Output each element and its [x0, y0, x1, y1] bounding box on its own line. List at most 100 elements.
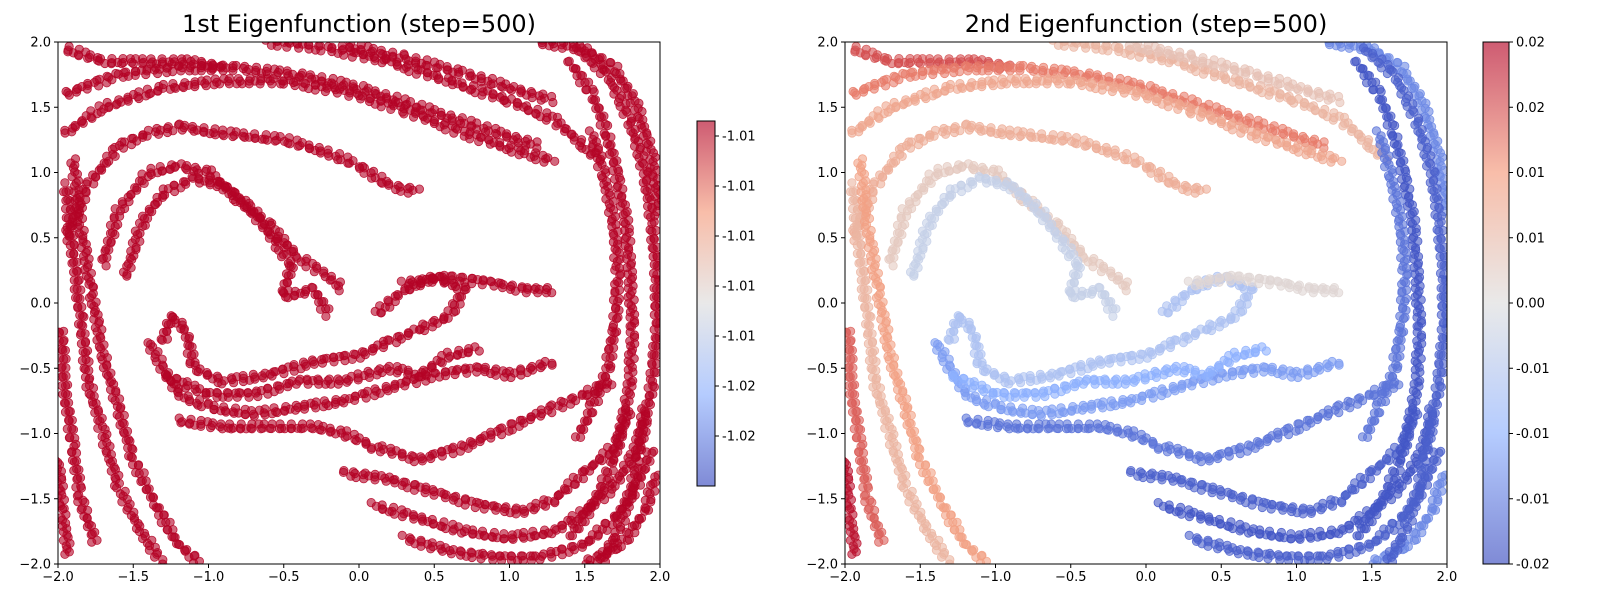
- scatter-point: [582, 408, 593, 418]
- scatter-point: [65, 240, 75, 250]
- scatter-point: [569, 545, 579, 555]
- scatter-point: [84, 356, 94, 367]
- scatter-point: [1112, 275, 1122, 285]
- scatter-point: [81, 271, 91, 281]
- scatter-point: [70, 122, 81, 132]
- scatter-point: [1148, 436, 1158, 447]
- scatter-point: [604, 149, 615, 159]
- scatter-point: [1143, 46, 1153, 56]
- scatter-point: [1072, 139, 1082, 149]
- x-tick-label: 1.0: [499, 570, 520, 585]
- scatter-point: [474, 346, 484, 356]
- scatter-point: [570, 432, 581, 442]
- scatter-point: [1120, 379, 1130, 389]
- scatter-point: [285, 139, 295, 149]
- scatter-point: [1234, 271, 1245, 281]
- scatter-point: [1155, 43, 1166, 54]
- scatter-point: [342, 377, 352, 387]
- colorbar-tick-label: -1.02: [722, 380, 756, 395]
- scatter-point: [643, 408, 653, 418]
- scatter-point: [185, 341, 195, 351]
- scatter-point: [82, 522, 93, 532]
- scatter-point: [567, 531, 578, 541]
- scatter-point: [408, 510, 418, 520]
- x-tick-label: 1.5: [574, 570, 595, 585]
- scatter-point: [168, 126, 178, 136]
- scatter-point: [118, 427, 129, 437]
- scatter-point: [1229, 61, 1239, 72]
- scatter-point: [653, 292, 660, 303]
- scatter-point: [267, 419, 277, 429]
- scatter-point: [274, 384, 285, 394]
- scatter-point: [69, 249, 79, 259]
- scatter-point: [1227, 125, 1237, 135]
- scatter-point: [1055, 74, 1065, 84]
- scatter-point: [580, 53, 590, 63]
- scatter-point: [971, 341, 982, 351]
- scatter-point: [173, 539, 184, 549]
- scatter-point: [948, 370, 958, 380]
- scatter-point: [349, 349, 359, 359]
- scatter-point: [1334, 360, 1344, 370]
- scatter-point: [58, 327, 64, 337]
- scatter-point: [1103, 46, 1113, 56]
- scatter-point: [286, 269, 296, 280]
- scatter-point: [1208, 367, 1218, 377]
- scatter-point: [1177, 474, 1187, 485]
- scatter-point: [297, 68, 307, 78]
- scatter-point: [518, 555, 528, 564]
- scatter-point: [144, 206, 154, 216]
- scatter-point: [318, 268, 329, 278]
- scatter-point: [966, 324, 977, 334]
- scatter-point: [1286, 534, 1296, 544]
- scatter-point: [1278, 370, 1288, 380]
- scatter-point: [651, 225, 660, 236]
- scatter-point: [161, 318, 172, 328]
- scatter-point: [417, 512, 427, 522]
- scatter-point: [1255, 525, 1265, 535]
- scatter-point: [61, 354, 71, 364]
- scatter-point: [1364, 542, 1375, 552]
- scatter-point: [596, 474, 607, 484]
- scatter-point: [889, 236, 900, 246]
- scatter-point: [626, 126, 636, 136]
- scatter-point: [647, 202, 657, 212]
- scatter-point: [151, 502, 161, 513]
- scatter-point: [649, 310, 659, 320]
- scatter-point: [547, 288, 557, 298]
- scatter-point: [86, 299, 96, 309]
- scatter-point: [94, 316, 105, 326]
- scatter-point: [465, 134, 475, 144]
- scatter-point: [570, 395, 581, 406]
- scatter-point: [909, 261, 919, 271]
- scatter-point: [933, 163, 943, 173]
- scatter-point: [75, 294, 85, 304]
- scatter-point: [60, 178, 70, 188]
- scatter-point: [403, 365, 413, 375]
- scatter-point: [1061, 384, 1072, 394]
- scatter-point: [403, 330, 413, 341]
- scatter-point: [311, 397, 321, 407]
- scatter-point: [325, 275, 335, 285]
- scatter-point: [968, 179, 978, 189]
- colorbar-tick-label: -1.01: [722, 330, 756, 345]
- scatter-point: [58, 381, 67, 391]
- scatter-point: [601, 363, 611, 373]
- colorbar-tick-label: -1.01: [722, 130, 756, 145]
- x-tick-label: −1.0: [193, 570, 225, 585]
- scatter-point: [334, 286, 344, 296]
- scatter-point: [360, 436, 371, 447]
- scatter-point: [219, 131, 229, 141]
- scatter-point: [596, 171, 607, 181]
- scatter-point: [370, 86, 380, 96]
- scatter-point: [584, 400, 594, 410]
- scatter-point: [1305, 555, 1315, 564]
- scatter-point: [1375, 460, 1385, 470]
- scatter-point: [576, 70, 586, 80]
- scatter-point: [1244, 65, 1255, 76]
- scatter-point: [367, 346, 378, 356]
- scatter-point: [116, 402, 126, 412]
- scatter-point: [1098, 397, 1108, 407]
- scatter-point: [1289, 129, 1299, 139]
- scatter-point: [405, 533, 415, 543]
